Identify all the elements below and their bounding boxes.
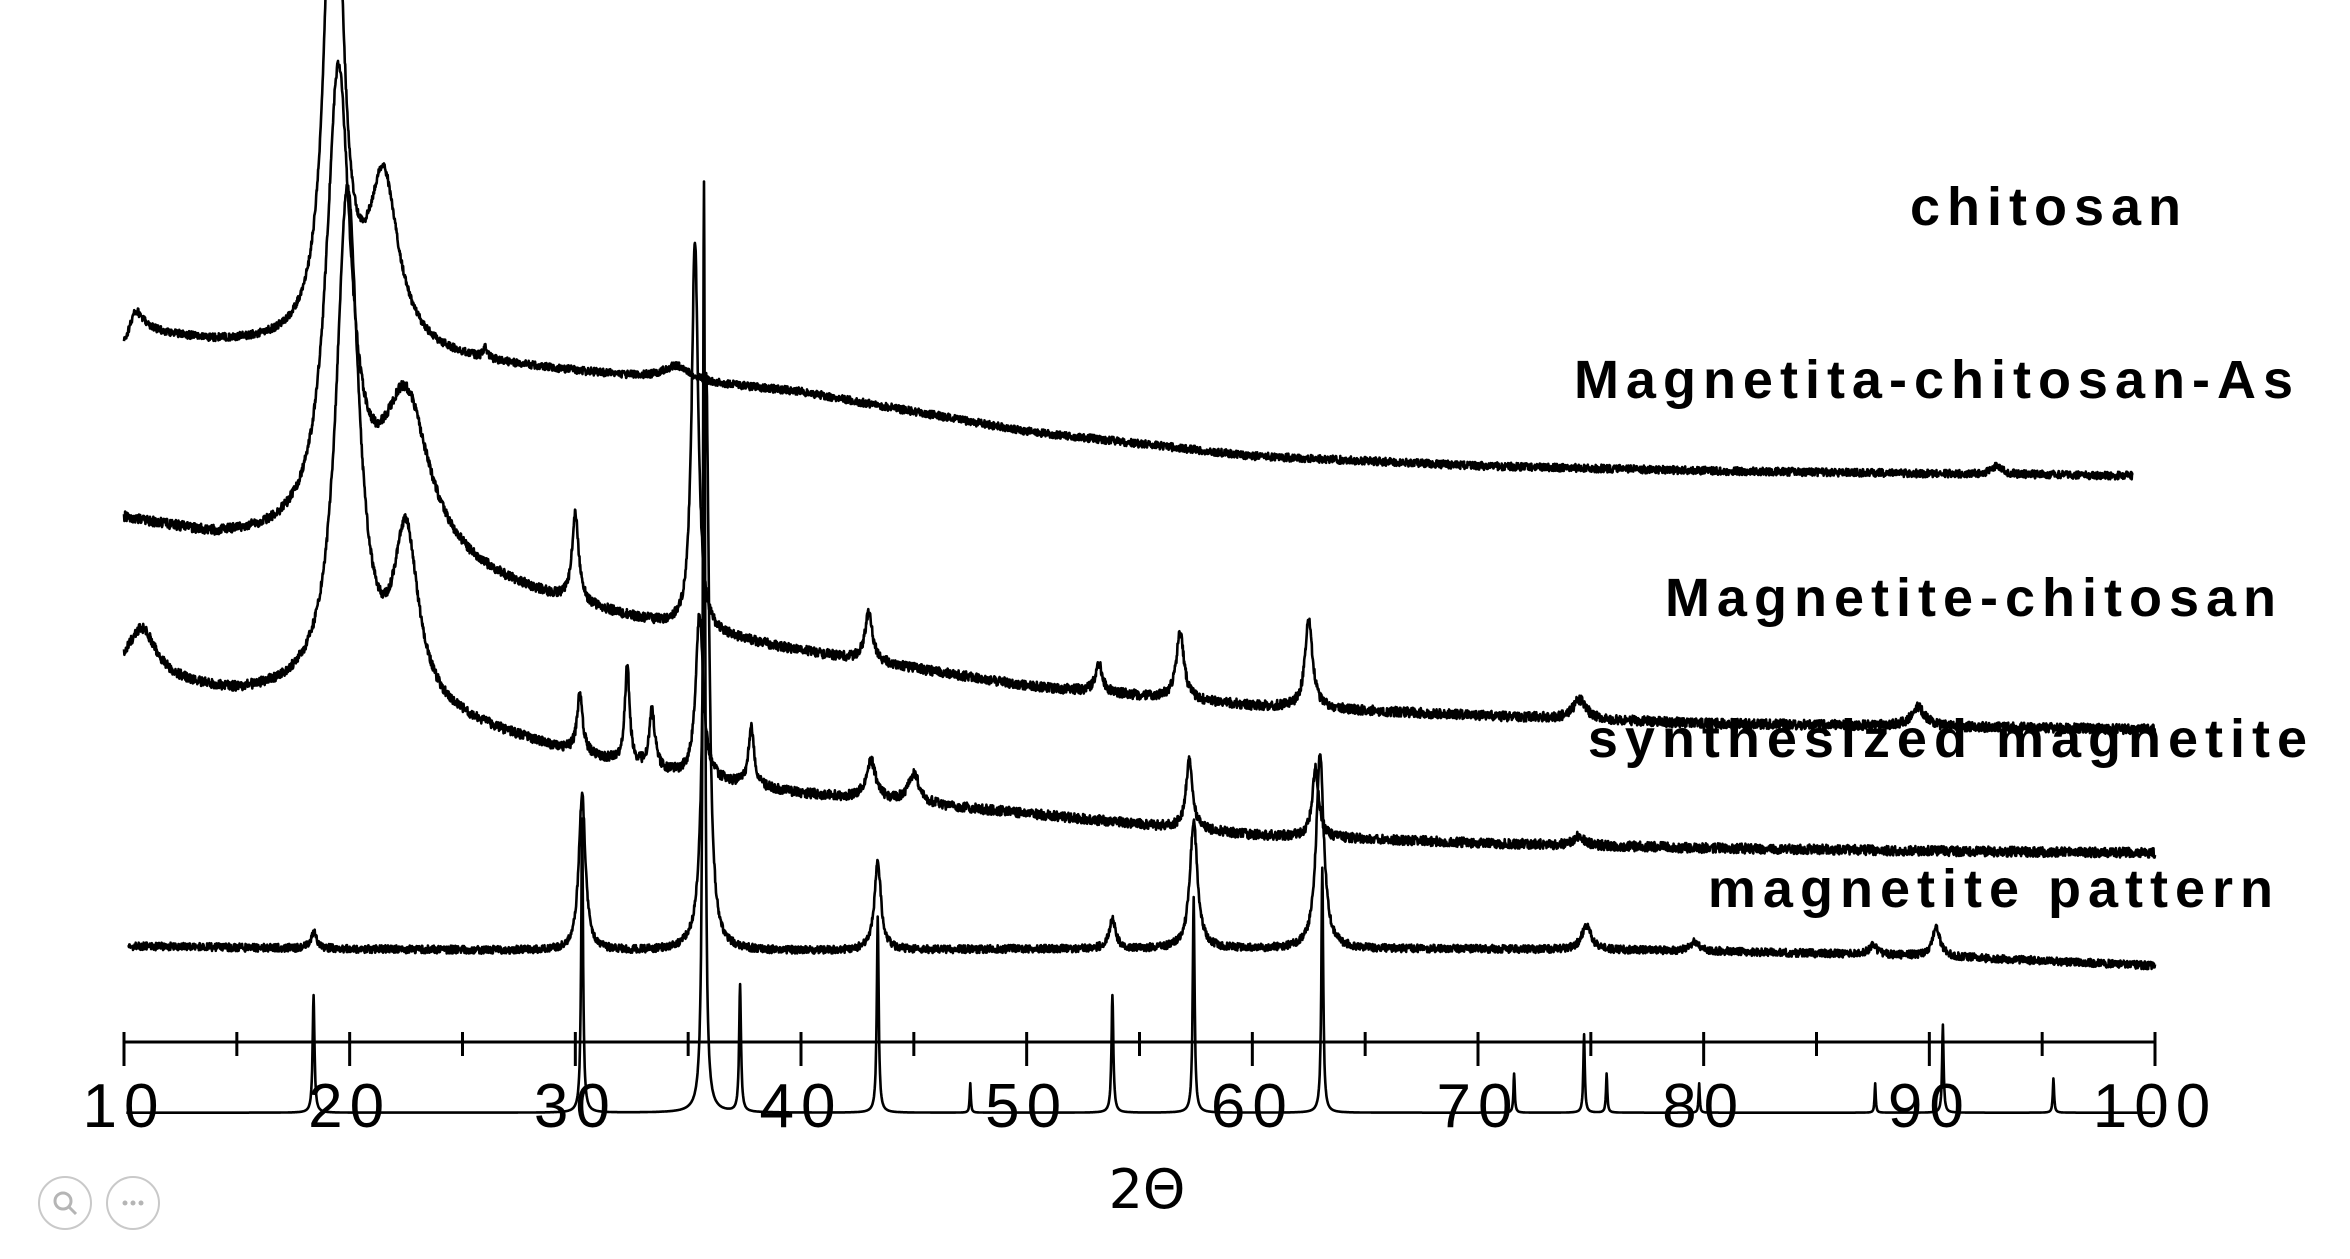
- x-tick-label: 10: [83, 1072, 166, 1141]
- series-line-magnetite-pattern: [125, 180, 2156, 1114]
- label-chitosan: chitosan: [1910, 177, 2188, 237]
- series-line-magnetite-chitosan: [122, 183, 2157, 859]
- magnifier-icon: [53, 1191, 78, 1216]
- x-tick-label: 60: [1211, 1072, 1294, 1141]
- x-tick-label: 50: [985, 1072, 1068, 1141]
- label-magnetite-chitosan: Magnetite-chitosan: [1665, 568, 2283, 628]
- more-options-button[interactable]: [106, 1176, 160, 1230]
- viewer-controls: [38, 1176, 160, 1230]
- x-axis-ticks: 10 20 30 40 50 60 70 80 90 100: [83, 1032, 2217, 1141]
- zoom-button[interactable]: [38, 1176, 92, 1230]
- x-axis-label: 2Θ: [1109, 1158, 1186, 1221]
- x-axis: 10 20 30 40 50 60 70 80 90 100: [83, 1032, 2217, 1141]
- x-tick-label: 30: [534, 1072, 617, 1141]
- label-synthesized-magnetite: synthesized magnetite: [1588, 709, 2314, 769]
- x-tick-label: 20: [308, 1072, 391, 1141]
- label-magnetite-pattern: magnetite pattern: [1708, 859, 2280, 919]
- label-magnetita-chitosan-as: Magnetita-chitosan-As: [1574, 350, 2300, 410]
- x-tick-label: 80: [1662, 1072, 1745, 1141]
- series-line-synthesized-magnetite: [127, 371, 2157, 971]
- x-tick-label: 70: [1437, 1072, 1520, 1141]
- x-tick-label: 100: [2093, 1072, 2217, 1141]
- x-tick-label: 90: [1888, 1072, 1971, 1141]
- series-line-magnetita-chitosan-as: [122, 59, 2157, 736]
- x-tick-label: 40: [760, 1072, 843, 1141]
- more-options-icon: [122, 1200, 144, 1206]
- series-layer: [122, 0, 2157, 1114]
- series-line-chitosan: [122, 0, 2134, 481]
